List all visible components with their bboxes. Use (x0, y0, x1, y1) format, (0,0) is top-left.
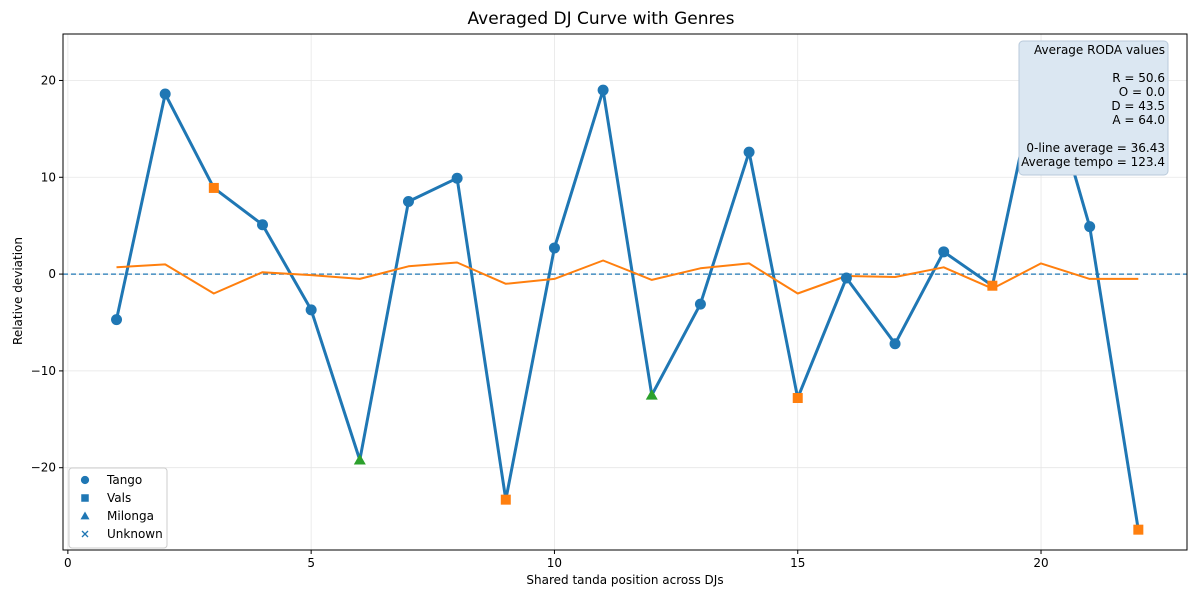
legend-marker-tango (80, 475, 90, 485)
data-point-vals (792, 393, 803, 404)
data-point-milonga (645, 389, 658, 400)
x-tick-label: 10 (547, 556, 562, 570)
data-point-tango (889, 338, 901, 350)
x-tick-label: 20 (1033, 556, 1048, 570)
annotation-line: R = 50.6 (1112, 71, 1165, 85)
data-point-vals (208, 182, 219, 193)
data-point-tango (451, 172, 463, 184)
legend-label-unknown: Unknown (107, 527, 163, 541)
annotation-line: Average tempo = 123.4 (1021, 155, 1165, 169)
data-point-tango (402, 195, 414, 207)
data-point-vals (987, 280, 998, 291)
legend-marker-unknown (81, 530, 89, 538)
data-point-tango (694, 298, 706, 310)
data-point-tango (1084, 221, 1096, 233)
series-group (115, 56, 1140, 530)
annotation-line: O = 0.0 (1119, 85, 1165, 99)
annotation-line: 0-line average = 36.43 (1026, 141, 1165, 155)
series-line-2 (116, 259, 1139, 295)
markers-group (111, 52, 1144, 535)
data-point-vals (1133, 524, 1144, 535)
y-tick-label: 20 (41, 73, 56, 87)
legend-marker-vals (81, 494, 89, 502)
data-point-milonga (353, 453, 366, 465)
x-tick-label: 15 (790, 556, 805, 570)
annotation-box-background (1018, 40, 1169, 176)
x-tick-label: 5 (307, 556, 315, 570)
y-axis-label: Relative deviation (11, 237, 25, 345)
legend-label-tango: Tango (106, 473, 142, 487)
series-line-1 (115, 56, 1140, 530)
legend: Tango Vals Milonga Unknown (68, 467, 168, 549)
data-point-tango (840, 272, 852, 284)
data-point-tango (256, 219, 268, 231)
annotation-line: D = 43.5 (1111, 99, 1165, 113)
chart-title: Averaged DJ Curve with Genres (468, 9, 735, 29)
ticks-group: 0 5 10 15 20 −20 −10 0 10 20 (31, 73, 1049, 570)
annotation-line: A = 64.0 (1112, 113, 1165, 127)
annotation-line: Average RODA values (1034, 43, 1165, 57)
data-point-tango (743, 146, 755, 158)
legend-marker-unknown-stroke (81, 530, 89, 538)
data-point-tango (111, 314, 123, 326)
legend-marker-milonga (80, 511, 90, 520)
data-point-tango (597, 84, 609, 96)
x-axis-label: Shared tanda position across DJs (526, 573, 723, 587)
roda-annotation-box: Average RODA values R = 50.6O = 0.0D = 43… (1018, 40, 1169, 176)
data-point-tango (548, 242, 560, 254)
data-point-tango (938, 246, 950, 258)
y-tick-label: −20 (31, 461, 56, 475)
y-tick-label: 10 (41, 170, 56, 184)
data-point-tango (159, 88, 171, 100)
legend-label-milonga: Milonga (107, 509, 154, 523)
legend-box (68, 467, 168, 549)
y-tick-label: −10 (31, 364, 56, 378)
y-tick-label: 0 (48, 267, 56, 281)
data-point-tango (305, 304, 317, 316)
data-point-vals (500, 494, 511, 505)
x-tick-label: 0 (64, 556, 72, 570)
legend-label-vals: Vals (107, 491, 131, 505)
plot-frame (62, 33, 1188, 551)
